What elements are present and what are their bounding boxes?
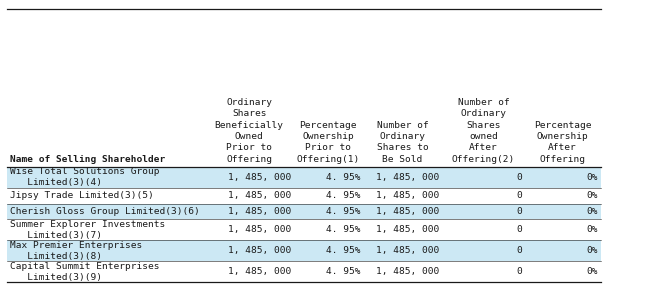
Bar [7,219,601,240]
Text: 0: 0 [516,267,522,276]
Bar [7,261,601,282]
Text: 0: 0 [516,246,522,255]
Text: 1, 485, 000: 1, 485, 000 [376,173,440,182]
Text: 1, 485, 000: 1, 485, 000 [376,267,440,276]
Text: Percentage
Ownership
Prior to
Offering(1): Percentage Ownership Prior to Offering(1… [297,121,360,164]
Text: Summer Explorer Investments
   Limited(3)(7): Summer Explorer Investments Limited(3)(7… [10,220,165,240]
Text: Ordinary
Shares
Beneficially
Owned
Prior to
Offering: Ordinary Shares Beneficially Owned Prior… [214,98,284,164]
Text: 4. 95%: 4. 95% [326,191,360,200]
Text: 0%: 0% [587,225,598,234]
Text: 4. 95%: 4. 95% [326,225,360,234]
Text: 0: 0 [516,173,522,182]
Text: Max Premier Enterprises
   Limited(3)(8): Max Premier Enterprises Limited(3)(8) [10,241,142,261]
Text: 1, 485, 000: 1, 485, 000 [376,225,440,234]
Text: Number of
Ordinary
Shares
owned
After
Offering(2): Number of Ordinary Shares owned After Of… [452,98,515,164]
Text: 4. 95%: 4. 95% [326,246,360,255]
Text: 1, 485, 000: 1, 485, 000 [376,207,440,216]
Bar [7,240,601,261]
Bar [7,188,601,203]
Text: Percentage
Ownership
After
Offering: Percentage Ownership After Offering [534,121,591,164]
Text: 0%: 0% [587,267,598,276]
Text: Number of
Ordinary
Shares to
Be Sold: Number of Ordinary Shares to Be Sold [377,121,428,164]
Text: 0%: 0% [587,207,598,216]
Text: 0: 0 [516,207,522,216]
Text: 4. 95%: 4. 95% [326,173,360,182]
Text: 0%: 0% [587,173,598,182]
Text: 1, 485, 000: 1, 485, 000 [228,191,291,200]
Text: Cherish Gloss Group Limited(3)(6): Cherish Gloss Group Limited(3)(6) [10,207,199,216]
Bar [7,203,601,219]
Bar [7,9,601,167]
Text: Jipsy Trade Limited(3)(5): Jipsy Trade Limited(3)(5) [10,191,154,200]
Text: 1, 485, 000: 1, 485, 000 [228,173,291,182]
Text: 1, 485, 000: 1, 485, 000 [228,225,291,234]
Text: 1, 485, 000: 1, 485, 000 [376,246,440,255]
Text: 0%: 0% [587,246,598,255]
Text: 1, 485, 000: 1, 485, 000 [228,267,291,276]
Text: Wise Total Solutions Group
   Limited(3)(4): Wise Total Solutions Group Limited(3)(4) [10,167,160,187]
Text: 0%: 0% [587,191,598,200]
Text: 1, 485, 000: 1, 485, 000 [228,246,291,255]
Text: 1, 485, 000: 1, 485, 000 [228,207,291,216]
Bar [7,167,601,188]
Text: Name of Selling Shareholder: Name of Selling Shareholder [10,155,165,164]
Text: 0: 0 [516,225,522,234]
Text: 4. 95%: 4. 95% [326,267,360,276]
Text: 0: 0 [516,191,522,200]
Text: 1, 485, 000: 1, 485, 000 [376,191,440,200]
Text: 4. 95%: 4. 95% [326,207,360,216]
Text: Capital Summit Enterprises
   Limited(3)(9): Capital Summit Enterprises Limited(3)(9) [10,262,160,282]
